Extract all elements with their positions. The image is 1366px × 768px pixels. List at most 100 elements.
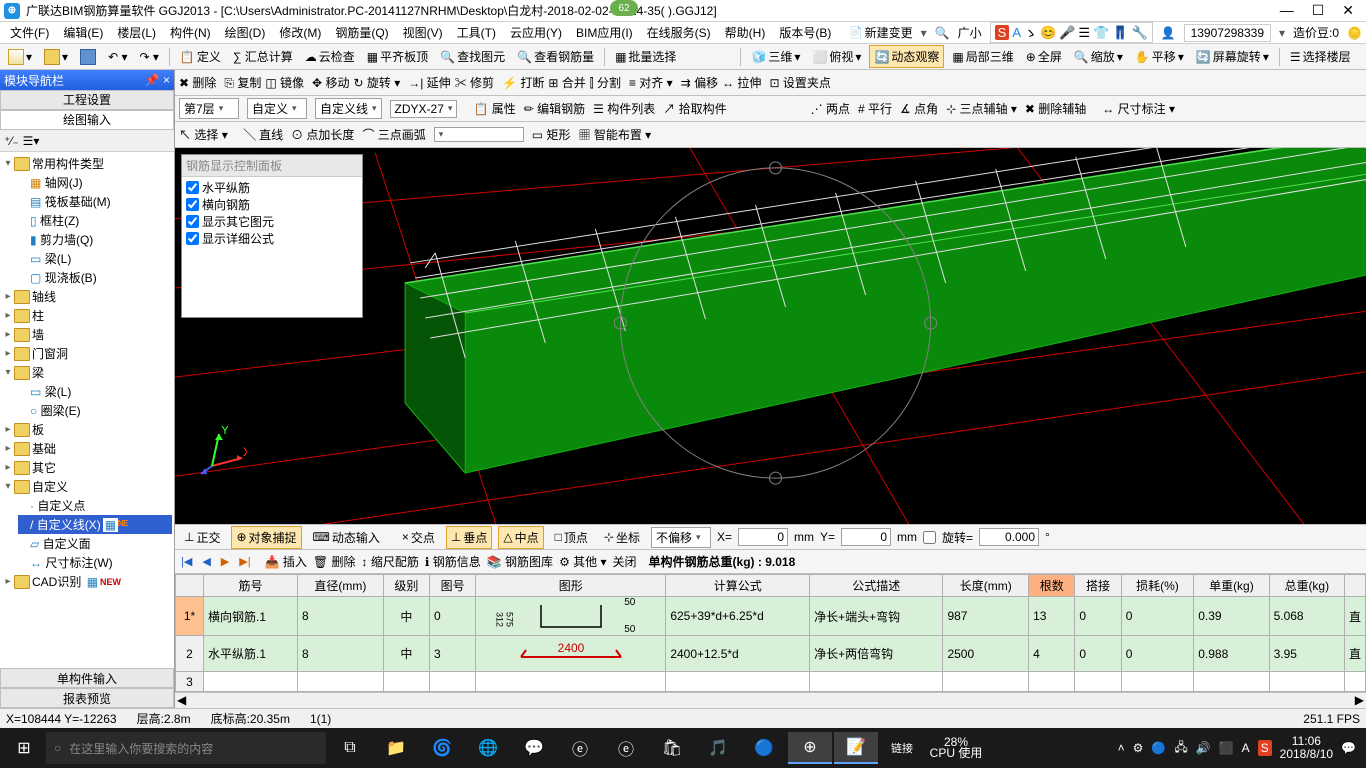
taskbar-clock[interactable]: 11:062018/8/10 [1280,735,1333,761]
taskbar-ie2[interactable]: ⓔ [604,732,648,764]
define-button[interactable]: 📋 定义 [176,46,225,67]
component-tree[interactable]: ▾常用构件类型 ▦ 轴网(J) ▤ 筏板基础(M) ▯ 框柱(Z) ▮ 剪力墙(… [0,152,174,668]
menu-file[interactable]: 文件(F) [4,22,55,43]
menu-view[interactable]: 视图(V) [397,22,449,43]
maximize-button[interactable]: ☐ [1312,2,1325,19]
trim-button[interactable]: ✂ 修剪 [455,74,494,91]
snap-vertex[interactable]: □ 顶点 [550,526,593,549]
taskbar-app-2[interactable]: 🌀 [420,732,464,764]
save-button[interactable] [76,47,100,67]
menu-bim[interactable]: BIM应用(I) [570,22,639,43]
screen-rotate-button[interactable]: 🔄 屏幕旋转 ▾ [1192,46,1273,67]
merge-button[interactable]: ⊞ 合并 [548,74,585,91]
rebar-library-button[interactable]: 📚 钢筋图库 [487,553,553,570]
smart-layout-button[interactable]: ▦ 智能布置 ▾ [578,126,651,143]
type-dropdown[interactable]: 自定义线 [315,98,382,119]
menu-draw[interactable]: 绘图(D) [219,22,272,43]
taskbar-search[interactable]: ○ 在这里输入你要搜索的内容 [46,732,326,764]
3d-button[interactable]: 🧊 三维 ▾ [747,46,804,67]
chk-horizontal[interactable]: 水平纵筋 [186,179,358,196]
category-dropdown[interactable]: 自定义 [247,98,307,119]
offset-mode-dropdown[interactable]: 不偏移 [651,527,711,548]
taskbar-link[interactable]: 链接 [880,732,924,764]
rotate-button[interactable]: ↻ 旋转 ▾ [353,74,400,91]
component-list-button[interactable]: ☰ 构件列表 [593,100,655,117]
menu-modify[interactable]: 修改(M) [273,22,327,43]
two-point-button[interactable]: ⋰ 两点 [811,100,850,117]
orbit-button[interactable]: 🔄 动态观察 [869,45,944,68]
copy-button[interactable]: ⎘ 复制 [224,74,261,91]
tray-icon-1[interactable]: ⚙ [1133,741,1144,755]
taskbar-app-5[interactable]: 🔵 [742,732,786,764]
other-button[interactable]: ⚙ 其他 ▾ [559,553,606,570]
point-length-button[interactable]: ⊙ 点加长度 [291,126,354,143]
open-file-button[interactable]: ▾ [40,47,72,67]
dyn-input-toggle[interactable]: ⌨ 动态输入 [308,526,385,549]
batch-select-button[interactable]: ▦ 批量选择 [611,46,680,67]
taskbar-app-6[interactable]: 📝 [834,732,878,764]
edit-rebar-button[interactable]: ✏ 编辑钢筋 [524,100,585,117]
single-input-tab[interactable]: 单构件输入 [0,668,174,688]
pick-component-button[interactable]: ↗ 拾取构件 [663,100,726,117]
break-button[interactable]: ⚡ 打断 [502,74,544,91]
rebar-display-panel[interactable]: 钢筋显示控制面板 水平纵筋 横向钢筋 显示其它图元 显示详细公式 [181,154,363,318]
mirror-button[interactable]: ◫ 镜像 [265,74,304,91]
fullscreen-button[interactable]: ⊕ 全屏 [1022,46,1066,67]
tray-sogou-icon[interactable]: S [1258,740,1272,756]
notification-badge[interactable]: 62 [610,0,638,16]
cloud-check-button[interactable]: ☁ 云检查 [301,46,359,67]
instance-dropdown[interactable]: ZDYX-27 [390,100,458,118]
local-3d-button[interactable]: ▦ 局部三维 [948,46,1017,67]
search-text[interactable]: 广小 [958,24,982,41]
line-tool-button[interactable]: ╲ 直线 [244,126,283,143]
tree-expand-icon[interactable]: ⁺⁄₋ [4,134,19,148]
menu-tools[interactable]: 工具(T) [451,22,502,43]
user-id[interactable]: 13907298339 [1184,24,1271,42]
tray-volume-icon[interactable]: 🔊 [1196,741,1211,755]
nav-first[interactable]: |◀ [179,555,194,568]
y-input[interactable] [841,528,891,546]
taskbar-app-4[interactable]: 🎵 [696,732,740,764]
rebar-info-button[interactable]: ℹ 钢筋信息 [425,553,481,570]
pan-button[interactable]: ✋ 平移 ▾ [1131,46,1188,67]
tray-chevron-icon[interactable]: ˄ [1118,741,1125,755]
nav-next[interactable]: ▶ [219,555,231,568]
rect-tool-button[interactable]: ▭ 矩形 [532,126,571,143]
redo-button[interactable]: ↷ ▾ [135,48,162,66]
rotate-input[interactable] [979,528,1039,546]
rotate-checkbox[interactable] [923,531,936,544]
close-table-button[interactable]: 关闭 [613,553,637,570]
report-preview-tab[interactable]: 报表预览 [0,688,174,708]
calc-button[interactable]: ∑ 汇总计算 [229,46,297,67]
minimize-button[interactable]: — [1280,2,1294,19]
start-button[interactable]: ⊞ [4,732,44,764]
ime-floatbar[interactable]: S Aゝ😊🎤☰👕👖🔧 [990,22,1153,43]
tab-project-settings[interactable]: 工程设置 [0,90,174,110]
delete-button[interactable]: ✖ 删除 [179,74,216,91]
stretch-button[interactable]: ↔ 拉伸 [722,74,761,91]
table-scrollbar[interactable]: ◀▶ [175,692,1366,708]
nav-last[interactable]: ▶| [237,555,252,568]
menu-floor[interactable]: 楼层(L) [111,22,162,43]
split-button[interactable]: ⫿ 分割 [590,74,621,91]
three-point-aux-button[interactable]: ⊹ 三点辅轴 ▾ [946,100,1017,117]
taskbar-app-1[interactable]: 📁 [374,732,418,764]
undo-button[interactable]: ↶ ▾ [104,48,131,66]
arc-tool-button[interactable]: ⌒ 三点画弧 [362,126,425,143]
taskbar-app-current[interactable]: ⊕ [788,732,832,764]
taskbar-store[interactable]: 🛍 [650,732,694,764]
nav-prev[interactable]: ◀ [200,555,212,568]
align-button[interactable]: ≡ 对齐 ▾ [629,74,673,91]
scale-rebar-button[interactable]: ↕ 缩尺配筋 [361,553,418,570]
chk-transverse[interactable]: 横向钢筋 [186,196,358,213]
tree-filter-icon[interactable]: ☰▾ [23,134,40,148]
menu-help[interactable]: 帮助(H) [719,22,772,43]
snap-midpoint[interactable]: △ 中点 [498,526,543,549]
top-view-button[interactable]: ⬜ 俯视 ▾ [808,46,865,67]
view-rebar-button[interactable]: 🔍 查看钢筋量 [513,46,598,67]
osnap-toggle[interactable]: ⊕ 对象捕捉 [231,526,301,549]
insert-row-button[interactable]: 📥 插入 [265,553,307,570]
arc-dropdown[interactable] [434,127,524,142]
parallel-button[interactable]: # 平行 [858,100,892,117]
tray-ime-icon[interactable]: A [1242,741,1250,755]
